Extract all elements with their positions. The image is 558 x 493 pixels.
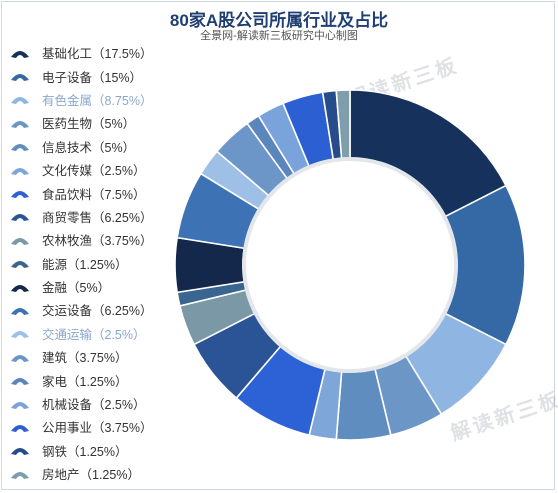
legend-swatch-icon [10, 281, 30, 293]
legend-swatch-icon [10, 257, 30, 269]
legend-item[interactable]: 商贸零售（6.25%） [10, 205, 152, 228]
legend-item[interactable]: 农林牧渔（3.75%） [10, 228, 152, 251]
legend-label: 家电（1.25%） [42, 374, 128, 389]
legend-item[interactable]: 有色金属（8.75%） [10, 88, 152, 111]
legend-label: 医药生物（5%） [42, 117, 136, 132]
legend-label: 有色金属（8.75%） [42, 93, 153, 108]
legend-label: 电子设备（15%） [42, 70, 143, 85]
legend-item[interactable]: 金融（5%） [10, 275, 152, 298]
legend-label: 机械设备（2.5%） [42, 398, 146, 413]
legend-item[interactable]: 能源（1.25%） [10, 252, 152, 275]
legend-label: 商贸零售（6.25%） [42, 210, 153, 225]
chart-legend: 基础化工（17.5%） 电子设备（15%） 有色金属（8.75%） 医药生物（5%） 信… [10, 41, 152, 485]
legend-label: 农林牧渔（3.75%） [42, 234, 153, 249]
legend-label: 交通运输（2.5%） [42, 327, 146, 342]
legend-label: 信息技术（5%） [42, 140, 136, 155]
legend-swatch-icon [10, 70, 30, 82]
legend-swatch-icon [10, 398, 30, 410]
legend-swatch-icon [10, 47, 30, 59]
legend-item[interactable]: 信息技术（5%） [10, 135, 152, 158]
legend-item[interactable]: 交运设备（6.25%） [10, 298, 152, 321]
donut-chart [174, 89, 526, 441]
legend-item[interactable]: 文化传媒（2.5%） [10, 158, 152, 181]
legend-label: 交运设备（6.25%） [42, 304, 153, 319]
legend-swatch-icon [10, 187, 30, 199]
legend-label: 公用事业（3.75%） [42, 421, 153, 436]
legend-label: 钢铁（1.25%） [42, 444, 128, 459]
legend-item[interactable]: 建筑（3.75%） [10, 345, 152, 368]
legend-swatch-icon [10, 93, 30, 105]
legend-swatch-icon [10, 234, 30, 246]
legend-label: 文化传媒（2.5%） [42, 164, 146, 179]
legend-swatch-icon [10, 117, 30, 129]
legend-item[interactable]: 医药生物（5%） [10, 111, 152, 134]
legend-swatch-icon [10, 351, 30, 363]
legend-label: 房地产（1.25%） [42, 468, 140, 483]
legend-swatch-icon [10, 210, 30, 222]
legend-item[interactable]: 食品饮料（7.5%） [10, 181, 152, 204]
legend-swatch-icon [10, 140, 30, 152]
donut-hole [242, 157, 458, 373]
legend-label: 建筑（3.75%） [42, 351, 128, 366]
legend-label: 食品饮料（7.5%） [42, 187, 146, 202]
legend-label: 基础化工（17.5%） [42, 47, 153, 62]
legend-swatch-icon [10, 304, 30, 316]
legend-swatch-icon [10, 327, 30, 339]
legend-swatch-icon [10, 374, 30, 386]
legend-item[interactable]: 家电（1.25%） [10, 368, 152, 391]
legend-item[interactable]: 基础化工（17.5%） [10, 41, 152, 64]
legend-item[interactable]: 交通运输（2.5%） [10, 322, 152, 345]
chart-subtitle: 全景网-解读新三板研究中心制图 [200, 30, 358, 42]
legend-swatch-icon [10, 444, 30, 456]
legend-item[interactable]: 公用事业（3.75%） [10, 415, 152, 438]
legend-label: 能源（1.25%） [42, 257, 128, 272]
legend-item[interactable]: 机械设备（2.5%） [10, 392, 152, 415]
legend-swatch-icon [10, 421, 30, 433]
legend-item[interactable]: 电子设备（15%） [10, 64, 152, 87]
chart-title: 80家A股公司所属行业及占比 [169, 11, 389, 30]
legend-item[interactable]: 钢铁（1.25%） [10, 439, 152, 462]
legend-item[interactable]: 房地产（1.25%） [10, 462, 152, 485]
legend-label: 金融（5%） [42, 281, 111, 296]
legend-swatch-icon [10, 468, 30, 480]
legend-swatch-icon [10, 164, 30, 176]
